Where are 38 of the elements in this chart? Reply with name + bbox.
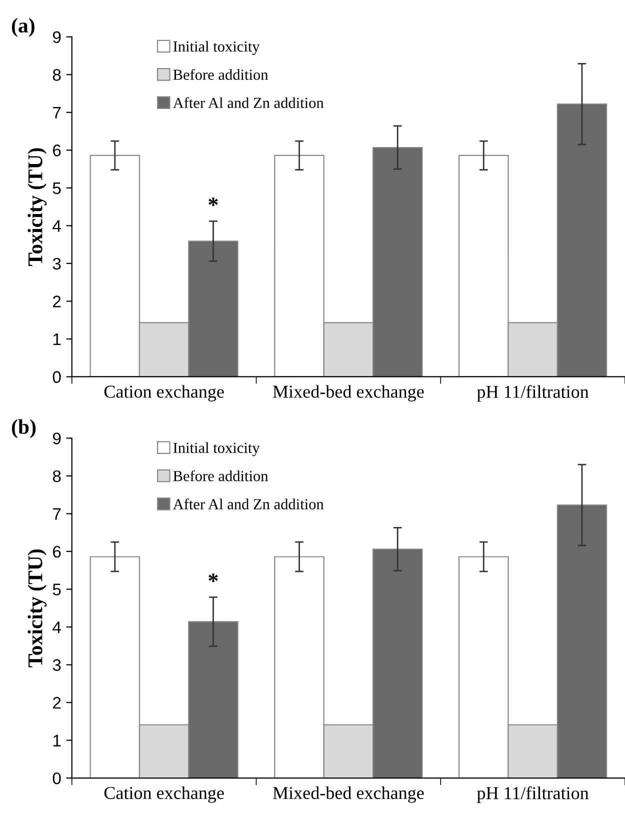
y-tick-label: 8 [52, 470, 61, 482]
legend-label: Before addition [173, 69, 268, 80]
y-tick-label: 3 [52, 659, 61, 671]
y-axis-title: Toxicity (TU) [28, 550, 47, 668]
x-tick-label: Cation exchange [104, 786, 224, 803]
x-tick-label: pH 11/filtration [477, 385, 589, 402]
legend-label: After Al and Zn addition [172, 97, 324, 108]
legend-label: Initial toxicity [173, 40, 260, 55]
y-tick-label: 5 [52, 182, 61, 194]
annotation: * [208, 198, 218, 206]
x-tick-label: pH 11/filtration [477, 786, 589, 803]
y-tick-label: 6 [53, 144, 61, 156]
y-tick-label: 8 [52, 69, 61, 81]
y-tick-label: 2 [53, 696, 61, 709]
y-tick-label: 1 [53, 334, 61, 346]
y-tick-label: 6 [53, 546, 61, 558]
legend-label: After Al and Zn addition [172, 498, 324, 510]
x-tick-label: Mixed-bed exchange [273, 786, 424, 803]
y-tick-label: 3 [52, 258, 61, 270]
chart-title: (b) [12, 419, 36, 438]
annotation: * [208, 574, 218, 582]
y-axis-title: Toxicity (TU) [28, 148, 47, 266]
y-tick-label: 7 [53, 508, 61, 520]
y-tick-label: 0 [52, 772, 61, 784]
y-tick-label: 7 [53, 106, 61, 118]
chart-title: (a) [12, 18, 34, 37]
y-tick-label: 9 [52, 432, 61, 444]
y-tick-label: 5 [52, 584, 61, 596]
y-tick-label: 2 [53, 296, 61, 308]
y-tick-label: 1 [53, 734, 61, 746]
y-tick-label: 9 [52, 31, 61, 44]
y-tick-label: 0 [52, 371, 61, 383]
legend-label: Before addition [173, 470, 268, 482]
legend-label: Initial toxicity [173, 442, 260, 456]
y-tick-label: 4 [52, 622, 61, 634]
x-tick-label: Cation exchange [104, 385, 224, 402]
y-tick-label: 4 [52, 220, 61, 232]
x-tick-label: Mixed-bed exchange [273, 385, 424, 402]
